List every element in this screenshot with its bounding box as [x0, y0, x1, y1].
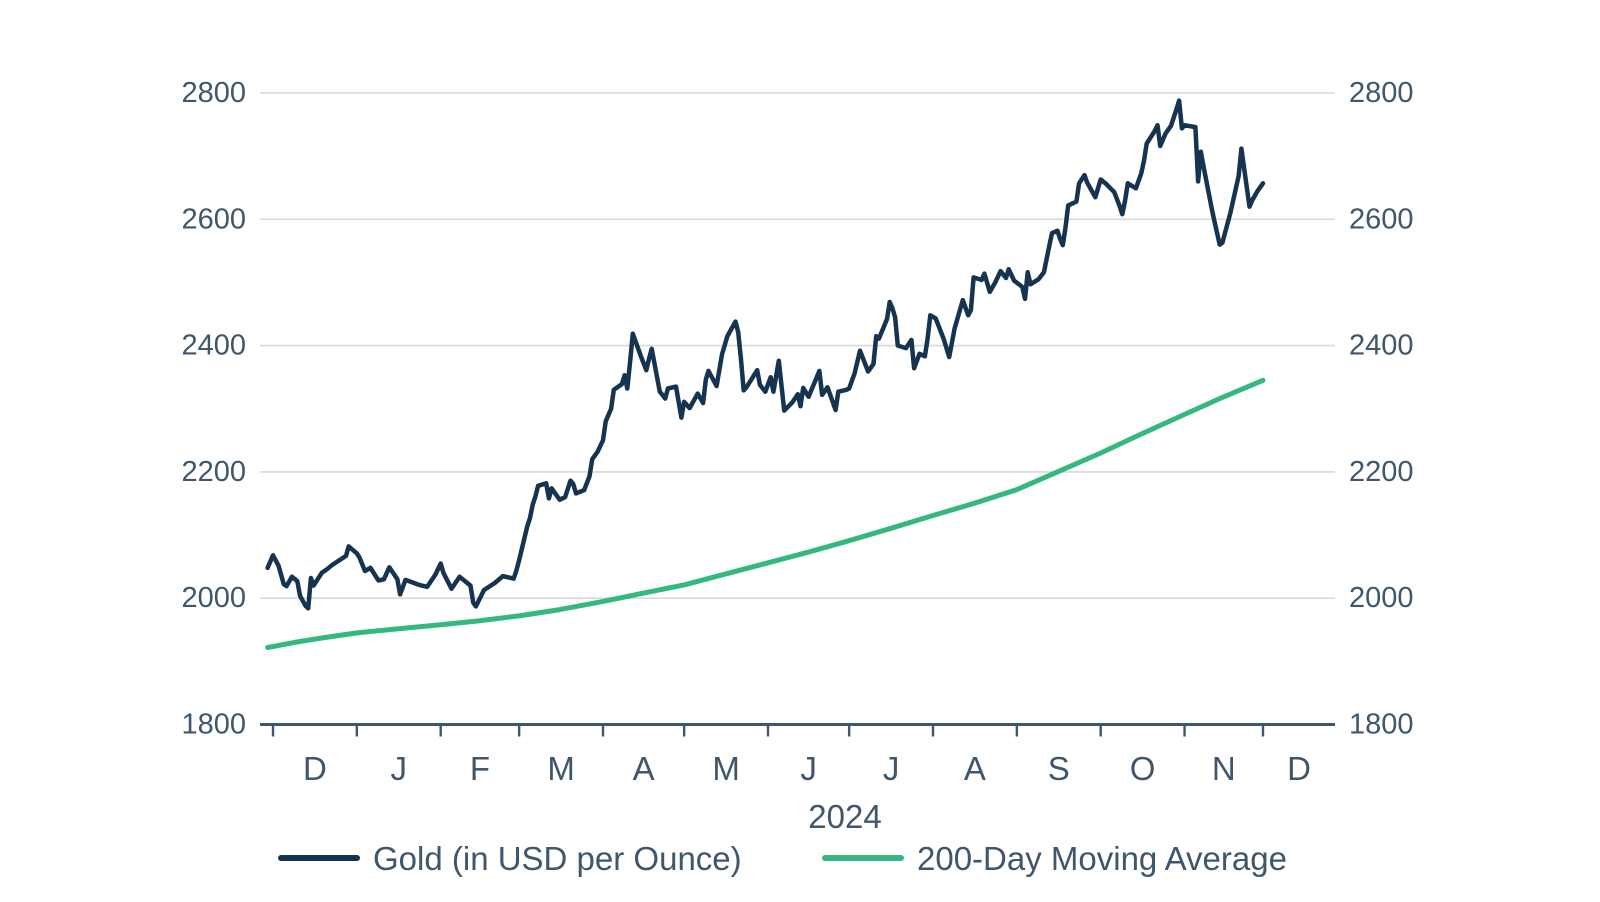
svg-text:1800: 1800 [181, 709, 246, 741]
svg-text:S: S [1048, 750, 1070, 787]
series-lines [265, 98, 1266, 650]
svg-text:2200: 2200 [181, 456, 246, 488]
gold-line-swatch [278, 855, 360, 861]
svg-text:M: M [712, 750, 740, 787]
svg-text:2000: 2000 [1349, 582, 1414, 614]
svg-text:J: J [800, 750, 817, 787]
svg-text:2800: 2800 [1349, 77, 1414, 109]
svg-text:2400: 2400 [1349, 330, 1414, 362]
svg-text:J: J [391, 750, 408, 787]
y-axis-labels: 1800 1800 2000 2000 2200 2200 2400 2400 2600 2600… [181, 77, 1413, 741]
legend-label-moving-average: 200-Day Moving Average [917, 839, 1287, 877]
legend-label-gold: Gold (in USD per Ounce) [373, 839, 742, 877]
moving-average-line-swatch [822, 855, 904, 861]
svg-text:2800: 2800 [181, 77, 246, 109]
svg-text:A: A [633, 750, 655, 787]
gridlines [260, 92, 1335, 600]
svg-text:N: N [1212, 750, 1236, 787]
svg-text:D: D [1287, 750, 1311, 787]
moving-average-line [265, 377, 1266, 650]
x-axis [260, 723, 1335, 737]
svg-text:O: O [1130, 750, 1156, 787]
svg-text:2200: 2200 [1349, 456, 1414, 488]
svg-text:D: D [303, 750, 327, 787]
svg-text:2600: 2600 [1349, 203, 1414, 235]
gold-line [265, 98, 1266, 611]
svg-text:2400: 2400 [181, 330, 246, 362]
svg-text:J: J [883, 750, 900, 787]
svg-text:F: F [470, 750, 490, 787]
x-axis-year-label: 2024 [808, 798, 881, 835]
svg-text:2000: 2000 [181, 582, 246, 614]
chart-legend: Gold (in USD per Ounce) 200-Day Moving A… [0, 836, 1600, 880]
svg-text:A: A [964, 750, 986, 787]
svg-text:2600: 2600 [181, 203, 246, 235]
legend-item-moving-average[interactable]: 200-Day Moving Average [822, 836, 1287, 880]
svg-text:M: M [547, 750, 575, 787]
legend-item-gold[interactable]: Gold (in USD per Ounce) [278, 836, 742, 880]
svg-text:1800: 1800 [1349, 709, 1414, 741]
